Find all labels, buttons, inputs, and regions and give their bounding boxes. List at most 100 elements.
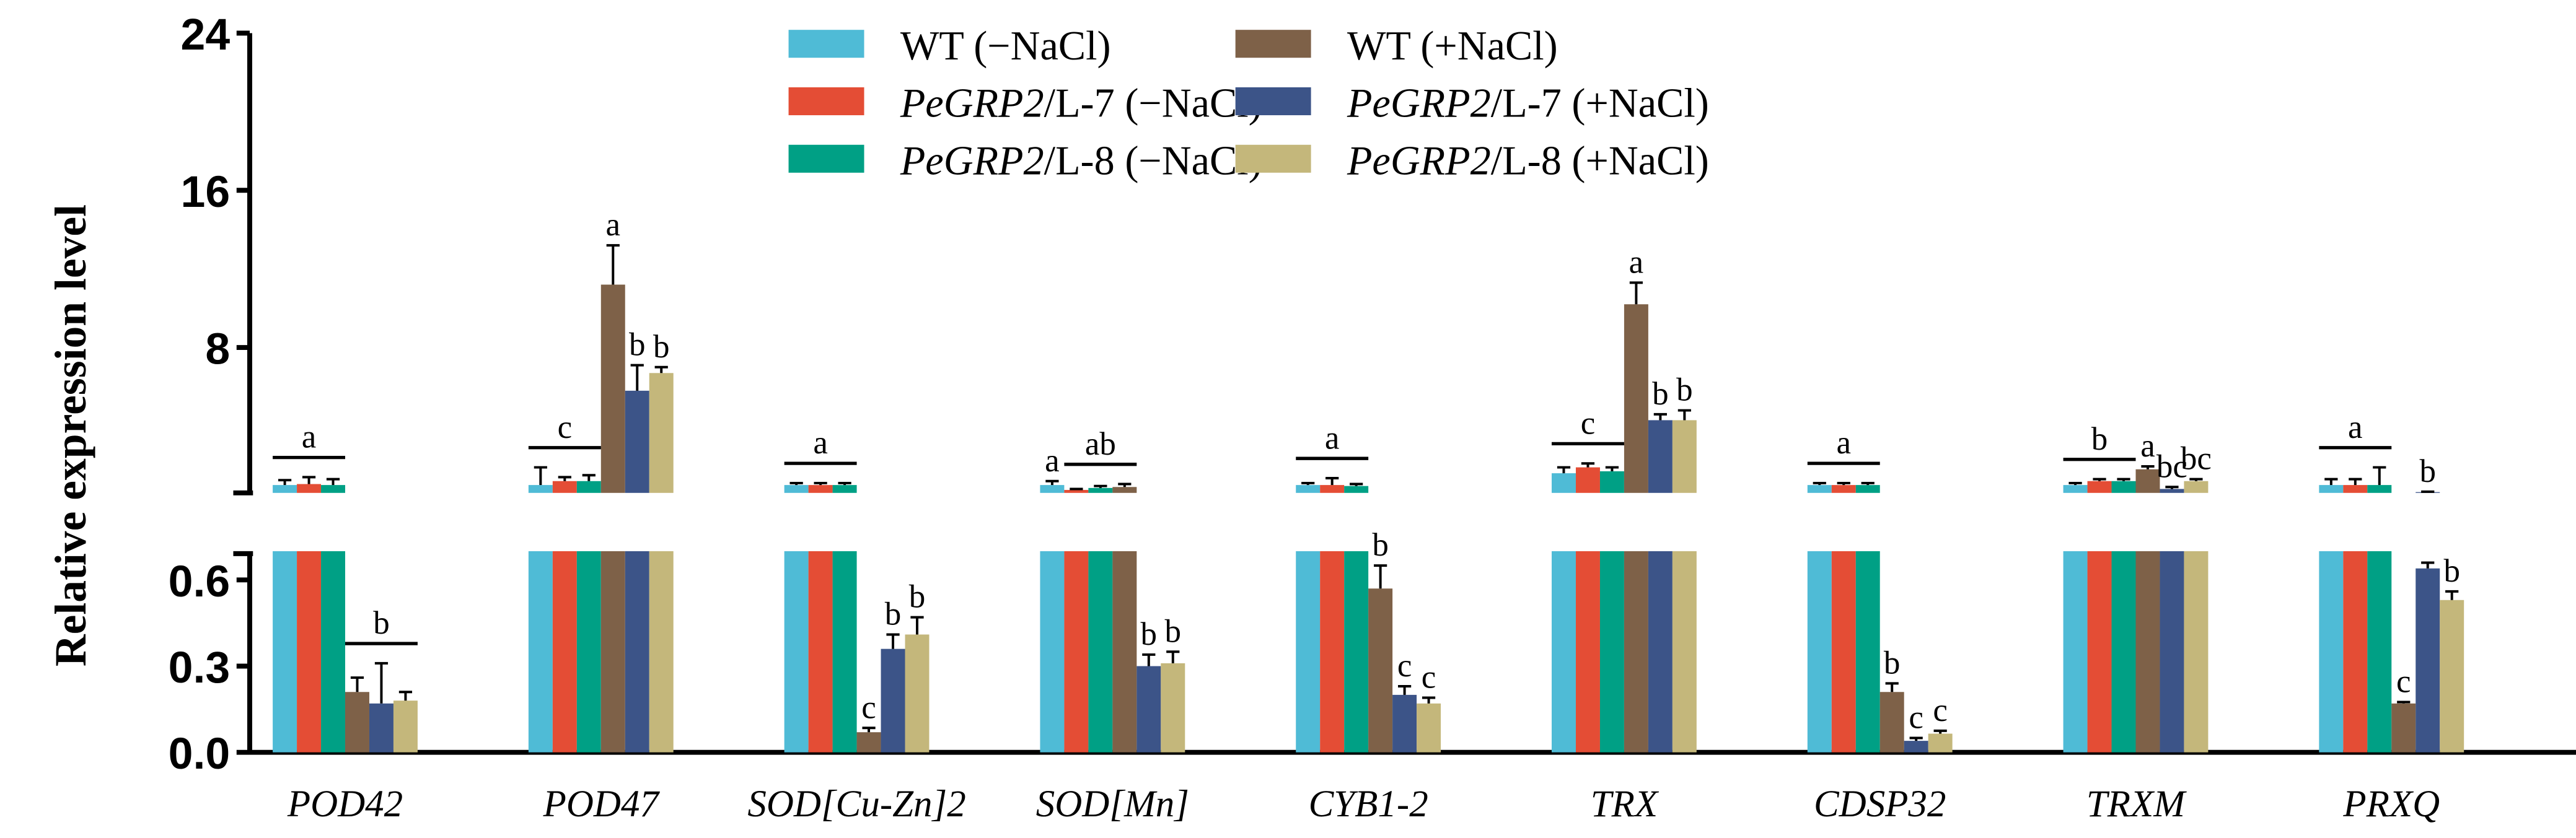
bar-upper-7-3 [2135,469,2160,493]
bar-8-3 [2391,703,2416,753]
significance-letter: a [606,207,621,243]
legend-swatch-1 [788,87,864,116]
bar-6-5 [1928,733,1953,753]
bar-2-3 [856,732,881,753]
bar-upper-3-0 [1040,485,1065,493]
significance-letter: c [1581,405,1596,441]
bar-upper-5-5 [1672,420,1697,493]
bar-5-5 [1672,551,1697,753]
legend-label-5: PeGRP2/L-8 (+NaCl) [1347,138,1709,183]
bar-2-0 [784,551,809,753]
bar-6-3 [1879,692,1904,753]
bar-4-2 [1344,551,1369,753]
bar-5-1 [1575,551,1600,753]
significance-letter: c [1422,660,1436,696]
bar-upper-2-0 [784,485,809,493]
bar-6-1 [1831,551,1856,753]
legend: WT (−NaCl)PeGRP2/L-7 (−NaCl)PeGRP2/L-8 (… [788,24,1709,183]
bar-5-4 [1648,551,1673,753]
bar-3-3 [1112,551,1137,753]
y-tick-label: 0.0 [169,729,231,779]
significance-letter: a [1045,443,1060,479]
significance-letter: b [653,329,670,365]
legend-label-text: /L-8 (−NaCl) [1044,138,1262,183]
bar-5-0 [1552,551,1576,753]
bar-upper-6-1 [1831,485,1856,493]
significance-letter: a [2348,409,2363,445]
bar-1-2 [576,551,601,753]
significance-letter: c [861,689,876,725]
significance-letter: b [373,605,390,641]
bar-upper-0-0 [273,485,297,493]
bar-7-5 [2184,551,2209,753]
significance-letter: b [1372,527,1389,563]
bar-upper-1-0 [528,485,553,493]
bar-1-1 [552,551,577,753]
bar-upper-3-3 [1112,487,1137,493]
bar-3-4 [1136,666,1161,753]
legend-label-italic: PeGRP2 [900,138,1044,183]
y-tick-label: 0.3 [169,643,231,692]
bar-6-2 [1855,551,1880,753]
significance-letter: b [629,327,646,363]
bar-3-0 [1040,551,1065,753]
legend-label-3: WT (+NaCl) [1347,24,1558,69]
legend-label-1: PeGRP2/L-7 (−NaCl) [900,81,1262,126]
bar-upper-4-0 [1296,485,1321,493]
significance-letter: b [1652,376,1669,412]
x-tick-labels: POD42 POD47 SOD[Cu-Zn]2 SOD[Mn] CYB1-2 TRX CDS… [287,783,2440,825]
bars [273,244,2464,753]
bar-upper-5-1 [1575,467,1600,493]
significance-letter: b [2443,553,2460,589]
legend-label-text: /L-7 (−NaCl) [1044,81,1262,126]
bar-upper-5-4 [1648,420,1673,493]
legend-label-4: PeGRP2/L-7 (+NaCl) [1347,81,1709,126]
legend-label-italic: PeGRP2 [1347,138,1491,183]
bar-upper-4-1 [1320,485,1345,493]
bar-upper-1-3 [600,284,625,493]
bar-1-3 [600,551,625,753]
bar-6-0 [1807,551,1832,753]
bar-2-1 [808,551,833,753]
bar-4-1 [1320,551,1345,753]
bar-upper-7-1 [2087,481,2112,493]
x-tick-label: TRXM [2086,783,2187,825]
bar-upper-7-5 [2184,481,2209,493]
bar-6-4 [1904,741,1928,753]
significance-letter: a [1629,244,1644,280]
bar-1-5 [649,551,674,753]
bar-upper-8-2 [2367,485,2392,493]
significance-letter: c [1933,692,1948,728]
legend-swatch-0 [788,30,864,58]
bar-5-2 [1599,551,1624,753]
bar-4-0 [1296,551,1321,753]
bar-4-4 [1392,694,1417,753]
x-tick-label: CYB1-2 [1309,783,1428,825]
significance-letter: b [2419,453,2436,489]
bar-upper-3-2 [1088,487,1113,493]
bar-7-3 [2135,551,2160,753]
y-tick-label: 24 [181,10,231,59]
bar-3-1 [1064,551,1089,753]
significance-letter: c [1397,648,1412,684]
y-axis-label: Relative expression level [46,204,95,666]
significance-letter: a [2140,428,2155,464]
bar-upper-6-0 [1807,485,1832,493]
significance-letter: c [2396,664,2411,700]
x-tick-label: POD42 [287,783,403,825]
bar-0-2 [321,551,346,753]
legend-label-2: PeGRP2/L-8 (−NaCl) [900,138,1262,183]
x-tick-label: SOD[Cu-Zn]2 [747,783,965,825]
bar-8-1 [2343,551,2368,753]
y-tick-label: 8 [205,325,230,374]
bar-upper-6-2 [1855,485,1880,493]
bar-upper-4-2 [1344,486,1369,493]
significance-letter: a [1325,420,1340,456]
legend-label-italic: PeGRP2 [1347,81,1491,126]
bar-upper-8-0 [2319,485,2344,493]
bar-0-3 [345,692,369,753]
significance-letter: b [1676,372,1693,408]
significance-letter: c [558,409,573,445]
